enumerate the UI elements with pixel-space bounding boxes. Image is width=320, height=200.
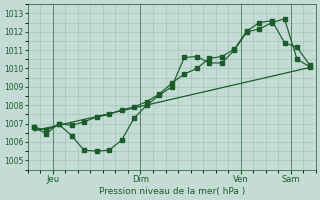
X-axis label: Pression niveau de la mer( hPa ): Pression niveau de la mer( hPa )	[99, 187, 245, 196]
